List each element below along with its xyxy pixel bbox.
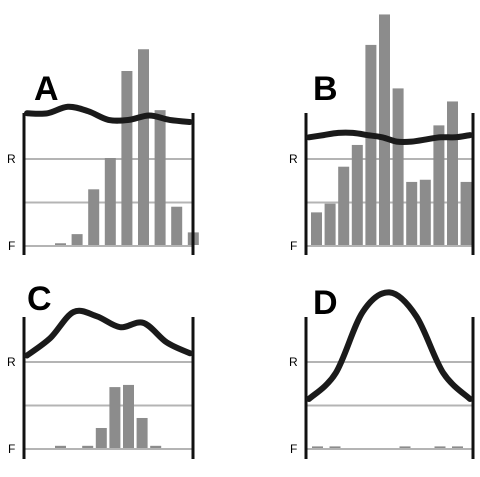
bar [329, 446, 341, 448]
tuning-curve [306, 289, 473, 402]
bar [154, 110, 166, 246]
bar [82, 445, 94, 448]
bar [95, 427, 107, 448]
panel-d: D R F [289, 284, 475, 459]
bar [312, 446, 323, 448]
panel-b: B R F [289, 14, 475, 255]
axis-label-f: F [290, 442, 297, 456]
axis-label-r: R [7, 355, 16, 369]
bar [121, 71, 133, 245]
bar [392, 88, 404, 246]
axis-label-f: F [290, 239, 297, 253]
bar [447, 101, 458, 245]
bar [419, 179, 431, 245]
panel-letter: B [313, 70, 338, 108]
panel-letter: D [313, 284, 338, 322]
bar [136, 417, 148, 448]
bar [71, 234, 83, 245]
bar [365, 44, 377, 246]
bar [109, 387, 121, 448]
bar [88, 189, 100, 245]
bar [311, 212, 322, 245]
panel-letter: C [27, 280, 52, 318]
bar [138, 49, 149, 245]
axis-label-f: F [8, 239, 15, 253]
bar [324, 203, 336, 245]
panel-a: A R F [7, 49, 199, 255]
axis-label-r: R [289, 152, 298, 166]
axis-label-f: F [8, 442, 15, 456]
tuning-curve [24, 307, 193, 359]
bar [150, 445, 162, 448]
bar [379, 14, 390, 246]
bar [55, 445, 66, 448]
panel-c: C R F [7, 280, 195, 459]
bar [399, 446, 411, 448]
bar [351, 144, 363, 245]
bar [338, 166, 350, 245]
bar [104, 158, 116, 245]
bar [55, 243, 66, 245]
bar [171, 206, 183, 245]
axis-label-r: R [7, 152, 16, 166]
bar [434, 446, 446, 448]
axis-label-r: R [289, 355, 298, 369]
bar [406, 181, 418, 245]
bar [452, 446, 463, 448]
panel-letter: A [34, 70, 59, 108]
bar [123, 384, 134, 448]
tuning-curve [24, 103, 193, 125]
tuning-curve [306, 129, 473, 146]
bar [460, 181, 472, 245]
bar [433, 125, 445, 245]
